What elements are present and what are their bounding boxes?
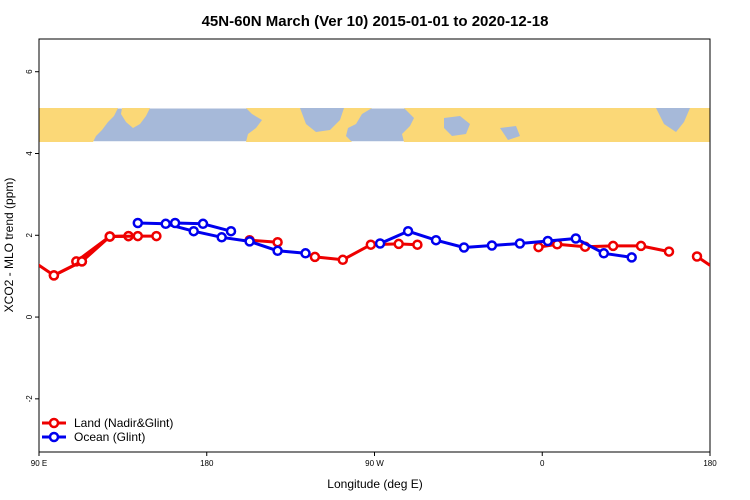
x-tick-label: 180 — [703, 459, 717, 468]
world-map-strip — [39, 108, 710, 142]
data-point — [225, 225, 237, 237]
data-point — [430, 234, 442, 246]
data-point — [486, 240, 498, 251]
x-tick-label: 90 E — [31, 459, 47, 468]
data-point — [216, 232, 227, 243]
data-point — [458, 242, 470, 253]
data-point — [663, 246, 675, 257]
data-point — [104, 231, 116, 242]
data-point — [132, 230, 144, 242]
data-point — [160, 218, 171, 230]
data-point — [22, 253, 30, 261]
data-point — [169, 217, 181, 229]
data-point — [635, 240, 647, 252]
data-point — [365, 239, 377, 250]
y-tick-label: 2 — [25, 233, 34, 238]
data-point — [132, 217, 144, 229]
x-tick-label: 90 W — [365, 459, 384, 468]
y-tick-label: 6 — [25, 69, 34, 74]
data-point — [188, 225, 199, 237]
x-tick-label: 0 — [540, 459, 545, 468]
data-point — [337, 254, 349, 266]
data-point — [598, 248, 610, 259]
data-point — [542, 235, 554, 247]
legend-marker — [48, 417, 60, 429]
series-ocean — [132, 217, 637, 263]
data-point — [412, 239, 423, 250]
data-point — [374, 238, 386, 249]
data-point — [76, 256, 88, 267]
y-tick-label: 4 — [25, 151, 34, 156]
data-point — [272, 245, 283, 257]
data-point — [533, 241, 544, 253]
legend-label: Ocean (Glint) — [74, 430, 145, 444]
data-point — [48, 270, 60, 281]
x-tick-label: 180 — [200, 459, 214, 468]
series-layer — [22, 217, 729, 281]
series-line — [39, 234, 157, 277]
series-line — [696, 255, 710, 268]
data-point — [607, 240, 619, 252]
data-point — [151, 230, 162, 242]
legend-label: Land (Nadir&Glint) — [74, 416, 173, 430]
data-point — [691, 251, 703, 262]
data-point — [309, 251, 321, 263]
data-point — [514, 238, 526, 249]
data-point — [570, 233, 582, 244]
y-axis: -2 0 2 4 6 — [25, 69, 39, 402]
series-land — [22, 230, 729, 281]
x-axis-label: Longitude (deg E) — [327, 477, 422, 491]
legend-marker — [48, 431, 60, 443]
data-point — [300, 248, 311, 259]
data-point — [721, 271, 729, 279]
data-point — [197, 218, 209, 230]
y-tick-label: 0 — [25, 314, 34, 319]
data-point — [626, 252, 637, 263]
data-point — [393, 238, 404, 250]
map-inland-water — [300, 108, 690, 140]
chart-title: 45N-60N March (Ver 10) 2015-01-01 to 202… — [202, 13, 549, 30]
series-line — [379, 229, 632, 259]
y-tick-label: -2 — [25, 395, 34, 403]
data-point — [244, 236, 255, 247]
legend: Land (Nadir&Glint)Ocean (Glint) — [42, 416, 173, 444]
data-point — [272, 236, 283, 248]
x-axis: 90 E 180 90 W 0 180 — [31, 452, 717, 468]
y-axis-label: XCO2 - MLO trend (ppm) — [2, 178, 16, 313]
data-point — [402, 225, 414, 237]
